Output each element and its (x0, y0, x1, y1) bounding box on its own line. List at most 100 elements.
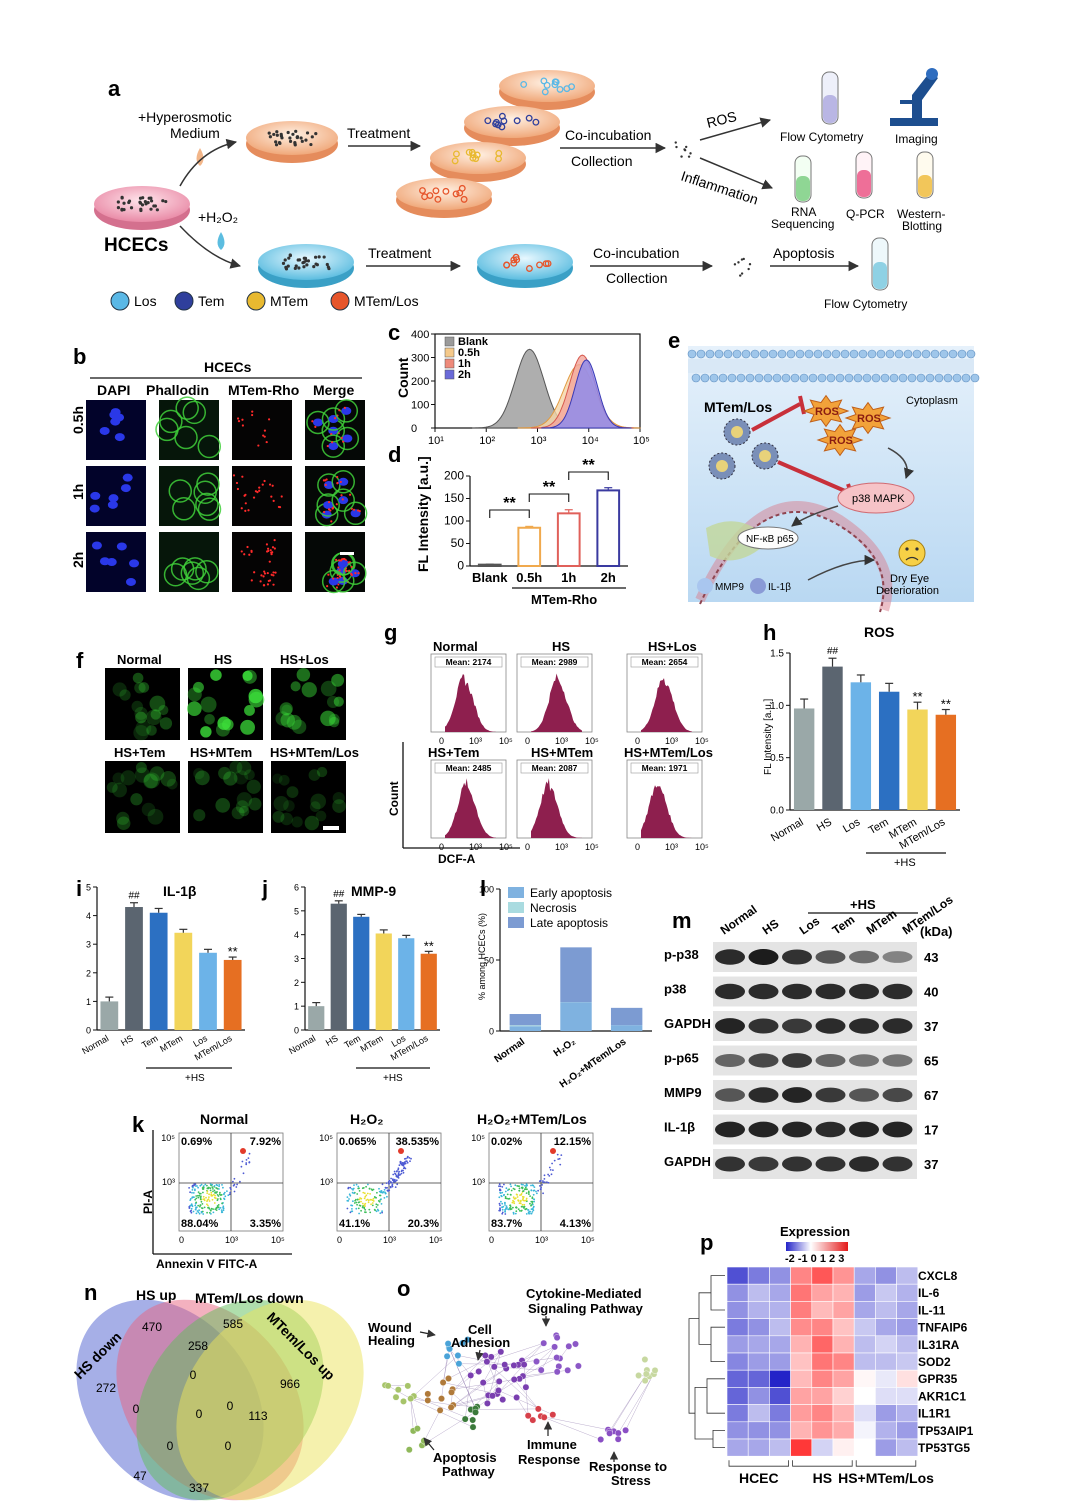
m-band (782, 1121, 812, 1138)
k-event (368, 1208, 371, 1211)
rho-dot (265, 440, 268, 444)
lipid-head (691, 373, 701, 383)
k-event (509, 1208, 512, 1211)
p-heat-cell (747, 1438, 770, 1457)
k-event (215, 1183, 218, 1186)
h-title: ROS (864, 624, 894, 640)
k-event (190, 1207, 193, 1210)
il1b-dot (750, 578, 766, 594)
lipid-head (817, 373, 827, 383)
k-event (499, 1191, 501, 1194)
l-ytick: 100 (479, 885, 494, 895)
f-cell (193, 681, 204, 693)
cell-dot (146, 201, 150, 205)
c-xtick: 10² (479, 435, 495, 447)
k-event (207, 1186, 210, 1189)
lipid-head (727, 373, 737, 383)
f-cell (278, 774, 290, 786)
cell-dot (293, 143, 297, 147)
h-chart-category: Los (841, 816, 863, 836)
k-event (524, 1186, 527, 1189)
o-edge (521, 1343, 544, 1361)
nucleus (89, 504, 100, 513)
f-cell (141, 802, 156, 817)
k-event (409, 1160, 411, 1163)
o-edge (521, 1346, 555, 1361)
k-ytick: 10³ (472, 1177, 485, 1187)
o-edge (618, 1373, 655, 1434)
cell-dot (296, 258, 300, 262)
o-node (529, 1416, 537, 1424)
ros-burst (802, 394, 850, 428)
i-chart-ytick: 0 (86, 1026, 91, 1036)
k-event (498, 1209, 501, 1212)
o-edge (487, 1381, 500, 1404)
k-event (501, 1186, 504, 1188)
g-panel-title: HS+Tem (428, 745, 479, 760)
nucleus (91, 541, 102, 550)
panel-letter-a: a (108, 76, 121, 101)
d-chart-ytick: 100 (444, 514, 464, 528)
rho-dot (341, 498, 344, 501)
k-event (546, 1181, 548, 1183)
k-event (525, 1183, 528, 1186)
k-event (357, 1187, 360, 1190)
c-legend-swatch (444, 369, 455, 380)
cell-dot (122, 207, 126, 212)
o-node (405, 1446, 413, 1454)
lipid-head (952, 373, 962, 383)
actin-ring (170, 557, 195, 581)
i-chart-sig-mark: ** (228, 944, 238, 959)
k-event (366, 1192, 369, 1195)
tube-icon (821, 71, 839, 125)
p-heat-cell (790, 1266, 813, 1285)
rho-dot (270, 573, 273, 576)
ros-label: ROS (815, 406, 839, 418)
k-event (536, 1192, 538, 1195)
cell-dot (301, 261, 305, 265)
k-event (216, 1187, 219, 1190)
p-gene-label: TP53AIP1 (918, 1424, 974, 1438)
k-event (401, 1161, 404, 1164)
rho-dot (324, 483, 327, 486)
cell-dot (315, 263, 319, 267)
d-sig-label: ** (582, 457, 595, 474)
k-event (347, 1186, 350, 1189)
i-chart-ytick: 2 (86, 968, 91, 978)
o-node (553, 1368, 561, 1376)
f-cell (147, 808, 164, 825)
m-kda-value: 43 (924, 950, 938, 965)
k-event (380, 1203, 383, 1205)
g-panel-title: HS+MTem (531, 745, 593, 760)
p-heat-cell (875, 1301, 897, 1319)
h-chart-bar (850, 682, 872, 810)
p-heat-cell (726, 1404, 749, 1423)
k-event (372, 1200, 375, 1202)
rho-dot (352, 508, 356, 511)
nucleus (328, 577, 339, 586)
k-event (527, 1209, 529, 1211)
p-heat-cell (832, 1301, 855, 1319)
rho-dot (263, 572, 267, 575)
k-event (348, 1198, 350, 1200)
lipid-head (835, 373, 845, 383)
f-cell (229, 760, 243, 774)
k-event (207, 1204, 209, 1207)
p-heat-cell (769, 1301, 791, 1319)
m-band (849, 950, 879, 964)
rho-dot (273, 538, 276, 542)
k-event (197, 1191, 200, 1193)
actin-ring (321, 407, 346, 431)
f-cell (315, 810, 327, 822)
h-chart-bar (935, 714, 957, 810)
k-event (560, 1154, 563, 1156)
lipid-head (799, 373, 809, 383)
k-event (370, 1203, 372, 1206)
j-group: +HS (383, 1073, 403, 1084)
actin-ring (316, 493, 340, 517)
f-cell (273, 795, 289, 812)
k-event (517, 1208, 520, 1211)
nucleus (120, 484, 131, 493)
o-edge (413, 1395, 473, 1421)
